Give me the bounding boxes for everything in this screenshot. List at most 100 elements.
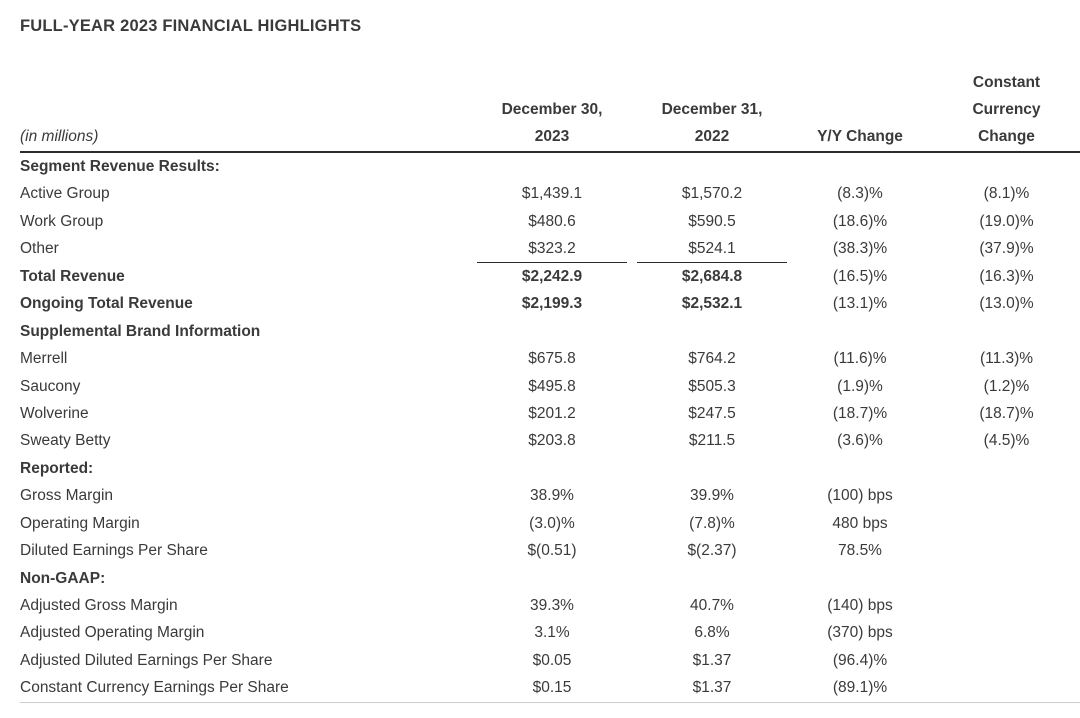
cell-dec-31-2022: 6.8% — [694, 624, 730, 642]
row-label: Total Revenue — [20, 267, 125, 285]
column-header-line: Currency — [972, 101, 1041, 118]
cell-yy-change: (3.6)% — [837, 432, 883, 450]
cell-constant-currency-change — [933, 482, 1080, 509]
table-row: Non-GAAP: — [20, 565, 1080, 592]
cell-yy-change: (16.5)% — [832, 267, 888, 285]
cell-constant-currency-change: (18.7)% — [979, 404, 1034, 422]
column-header-line: 2023 — [534, 128, 570, 145]
cell-dec-31-2022: $1.37 — [692, 651, 732, 669]
cell-constant-currency-change — [933, 674, 1080, 701]
cell-dec-31-2022: $764.2 — [688, 350, 736, 368]
table-row: Active Group $1,439.1 $1,570.2 (8.3)% (8… — [20, 180, 1080, 207]
cell-yy-change — [787, 153, 933, 180]
row-label: Ongoing Total Revenue — [20, 295, 193, 313]
cell-dec-31-2022: $211.5 — [688, 432, 736, 450]
financial-highlights-document: FULL-YEAR 2023 FINANCIAL HIGHLIGHTS (in … — [20, 17, 1080, 703]
column-header-constant-currency-change: Constant Currency Change — [933, 69, 1080, 150]
row-label: Adjusted Gross Margin — [20, 597, 178, 614]
cell-dec-30-2023: $495.8 — [528, 377, 576, 395]
cell-dec-30-2023: $480.6 — [528, 212, 576, 230]
cell-constant-currency-change — [933, 153, 1080, 180]
row-label: Merrell — [20, 350, 68, 368]
table-row: Work Group $480.6 $590.5 (18.6)% (19.0)% — [20, 208, 1080, 235]
cell-constant-currency-change — [933, 565, 1080, 592]
cell-constant-currency-change — [933, 318, 1080, 345]
row-label: Adjusted Operating Margin — [20, 624, 205, 642]
cell-dec-30-2023: 3.1% — [534, 624, 570, 642]
cell-dec-30-2023: (3.0)% — [529, 514, 575, 532]
cell-dec-31-2022 — [637, 455, 787, 482]
cell-yy-change: (38.3)% — [832, 240, 888, 258]
row-label: Work Group — [20, 212, 104, 230]
cell-constant-currency-change — [933, 619, 1080, 646]
cell-yy-change — [787, 455, 933, 482]
cell-yy-change: (89.1)% — [832, 679, 888, 697]
cell-dec-30-2023: 38.9% — [530, 487, 574, 505]
table-row: Supplemental Brand Information — [20, 318, 1080, 345]
cell-yy-change: (11.6)% — [833, 350, 887, 368]
table-row: Total Revenue $2,242.9 $2,684.8 (16.5)% … — [20, 263, 1080, 290]
cell-yy-change: (140) bps — [827, 597, 893, 614]
table-row: Constant Currency Earnings Per Share $0.… — [20, 674, 1080, 701]
cell-constant-currency-change — [933, 592, 1080, 619]
cell-yy-change: (18.6)% — [832, 212, 888, 230]
cell-yy-change: (96.4)% — [832, 651, 888, 669]
cell-dec-31-2022: $1.37 — [692, 679, 732, 697]
row-label: Active Group — [20, 185, 110, 203]
cell-dec-30-2023: $0.05 — [532, 651, 572, 669]
column-header-line: 2022 — [694, 128, 730, 145]
cell-yy-change — [787, 318, 933, 345]
cell-yy-change: (1.9)% — [837, 377, 883, 395]
cell-dec-31-2022: 39.9% — [690, 487, 734, 505]
table-row: Merrell $675.8 $764.2 (11.6)% (11.3)% — [20, 345, 1080, 372]
cell-dec-30-2023: $203.8 — [528, 432, 576, 450]
cell-dec-31-2022: $2,532.1 — [681, 295, 743, 313]
row-label: Segment Revenue Results: — [20, 158, 220, 175]
cell-constant-currency-change — [933, 647, 1080, 674]
column-header-dec-31-2022: December 31, 2022 — [637, 96, 787, 150]
cell-dec-31-2022: $524.1 — [637, 235, 787, 263]
cell-dec-31-2022: $(2.37) — [687, 542, 737, 560]
row-label: Reported: — [20, 459, 94, 477]
row-label: Saucony — [20, 377, 81, 395]
table-row: Diluted Earnings Per Share $(0.51) $(2.3… — [20, 537, 1080, 564]
cell-constant-currency-change: (1.2)% — [983, 377, 1030, 395]
table-row: Adjusted Diluted Earnings Per Share $0.0… — [20, 647, 1080, 674]
row-label: Operating Margin — [20, 514, 140, 532]
cell-dec-31-2022: (7.8)% — [689, 514, 735, 532]
column-header-line: Change — [978, 128, 1035, 145]
table-bottom-rule — [20, 701, 1080, 703]
column-header-line: December 30, — [501, 101, 603, 118]
row-label: Gross Margin — [20, 487, 114, 505]
cell-dec-30-2023 — [477, 153, 627, 180]
cell-dec-31-2022 — [637, 153, 787, 180]
cell-constant-currency-change: (37.9)% — [979, 240, 1034, 258]
cell-dec-30-2023: $0.15 — [532, 679, 572, 697]
cell-constant-currency-change — [933, 455, 1080, 482]
cell-constant-currency-change: (4.5)% — [983, 432, 1030, 450]
table-header: (in millions) December 30, 2023 December… — [20, 69, 1080, 153]
table-row: Gross Margin 38.9% 39.9% (100) bps — [20, 482, 1080, 509]
row-label: Constant Currency Earnings Per Share — [20, 679, 289, 697]
table-row: Segment Revenue Results: — [20, 153, 1080, 180]
cell-yy-change: (13.1)% — [832, 295, 888, 313]
cell-constant-currency-change: (13.0)% — [979, 295, 1034, 313]
cell-constant-currency-change: (19.0)% — [979, 212, 1034, 230]
row-label: Diluted Earnings Per Share — [20, 542, 208, 560]
row-label: Adjusted Diluted Earnings Per Share — [20, 651, 273, 669]
cell-yy-change: (100) bps — [827, 487, 893, 505]
table-row: Sweaty Betty $203.8 $211.5 (3.6)% (4.5)% — [20, 427, 1080, 454]
cell-yy-change: (18.7)% — [832, 404, 888, 422]
cell-dec-30-2023: $1,439.1 — [521, 185, 583, 203]
cell-dec-30-2023: $2,242.9 — [521, 267, 583, 285]
cell-dec-30-2023: $323.2 — [477, 235, 627, 263]
table-row: Saucony $495.8 $505.3 (1.9)% (1.2)% — [20, 373, 1080, 400]
units-label: (in millions) — [20, 128, 99, 145]
cell-constant-currency-change — [933, 537, 1080, 564]
table-row: Adjusted Operating Margin 3.1% 6.8% (370… — [20, 619, 1080, 646]
row-label: Other — [20, 240, 59, 258]
table-row: Wolverine $201.2 $247.5 (18.7)% (18.7)% — [20, 400, 1080, 427]
cell-yy-change: (370) bps — [827, 624, 893, 642]
cell-constant-currency-change — [933, 510, 1080, 537]
cell-dec-30-2023: $201.2 — [528, 404, 576, 422]
